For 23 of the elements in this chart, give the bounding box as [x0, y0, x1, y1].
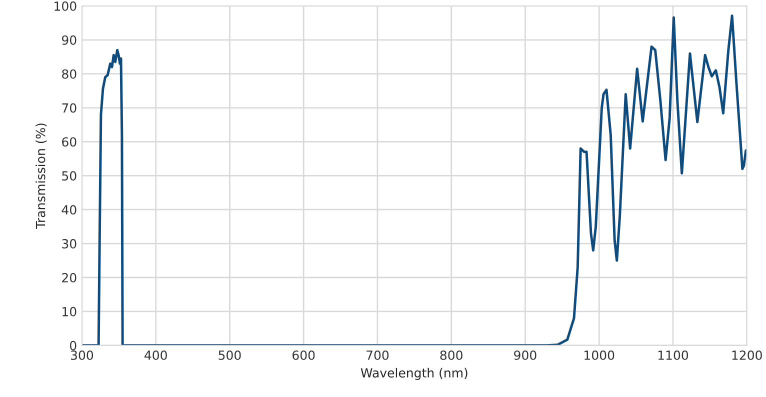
- y-tick-label: 40: [62, 205, 76, 215]
- y-tick-label: 10: [62, 306, 76, 316]
- y-tick-label: 90: [62, 35, 76, 45]
- y-tick-label: 70: [62, 103, 76, 113]
- x-tick-label: 1200: [732, 350, 762, 360]
- y-tick-label: 100: [54, 1, 76, 11]
- x-tick-label: 500: [218, 350, 241, 360]
- x-tick-label: 1100: [658, 350, 688, 360]
- x-tick-label: 600: [292, 350, 315, 360]
- x-axis-title: Wavelength (nm): [360, 368, 468, 380]
- y-tick-label: 50: [62, 171, 76, 181]
- x-tick-label: 800: [440, 350, 462, 360]
- x-tick-label: 900: [514, 350, 536, 360]
- x-tick-label: 400: [144, 350, 167, 360]
- x-tick-label: 300: [70, 350, 94, 360]
- y-tick-label: 0: [70, 340, 76, 350]
- y-tick-label: 20: [62, 272, 76, 282]
- x-tick-label: 1000: [584, 350, 614, 360]
- y-tick-label: 30: [62, 239, 76, 248]
- y-tick-label: 60: [62, 137, 76, 147]
- y-tick-label: 80: [62, 69, 76, 79]
- x-tick-label: 700: [366, 350, 389, 360]
- y-axis-title: Transmission (%): [36, 124, 47, 229]
